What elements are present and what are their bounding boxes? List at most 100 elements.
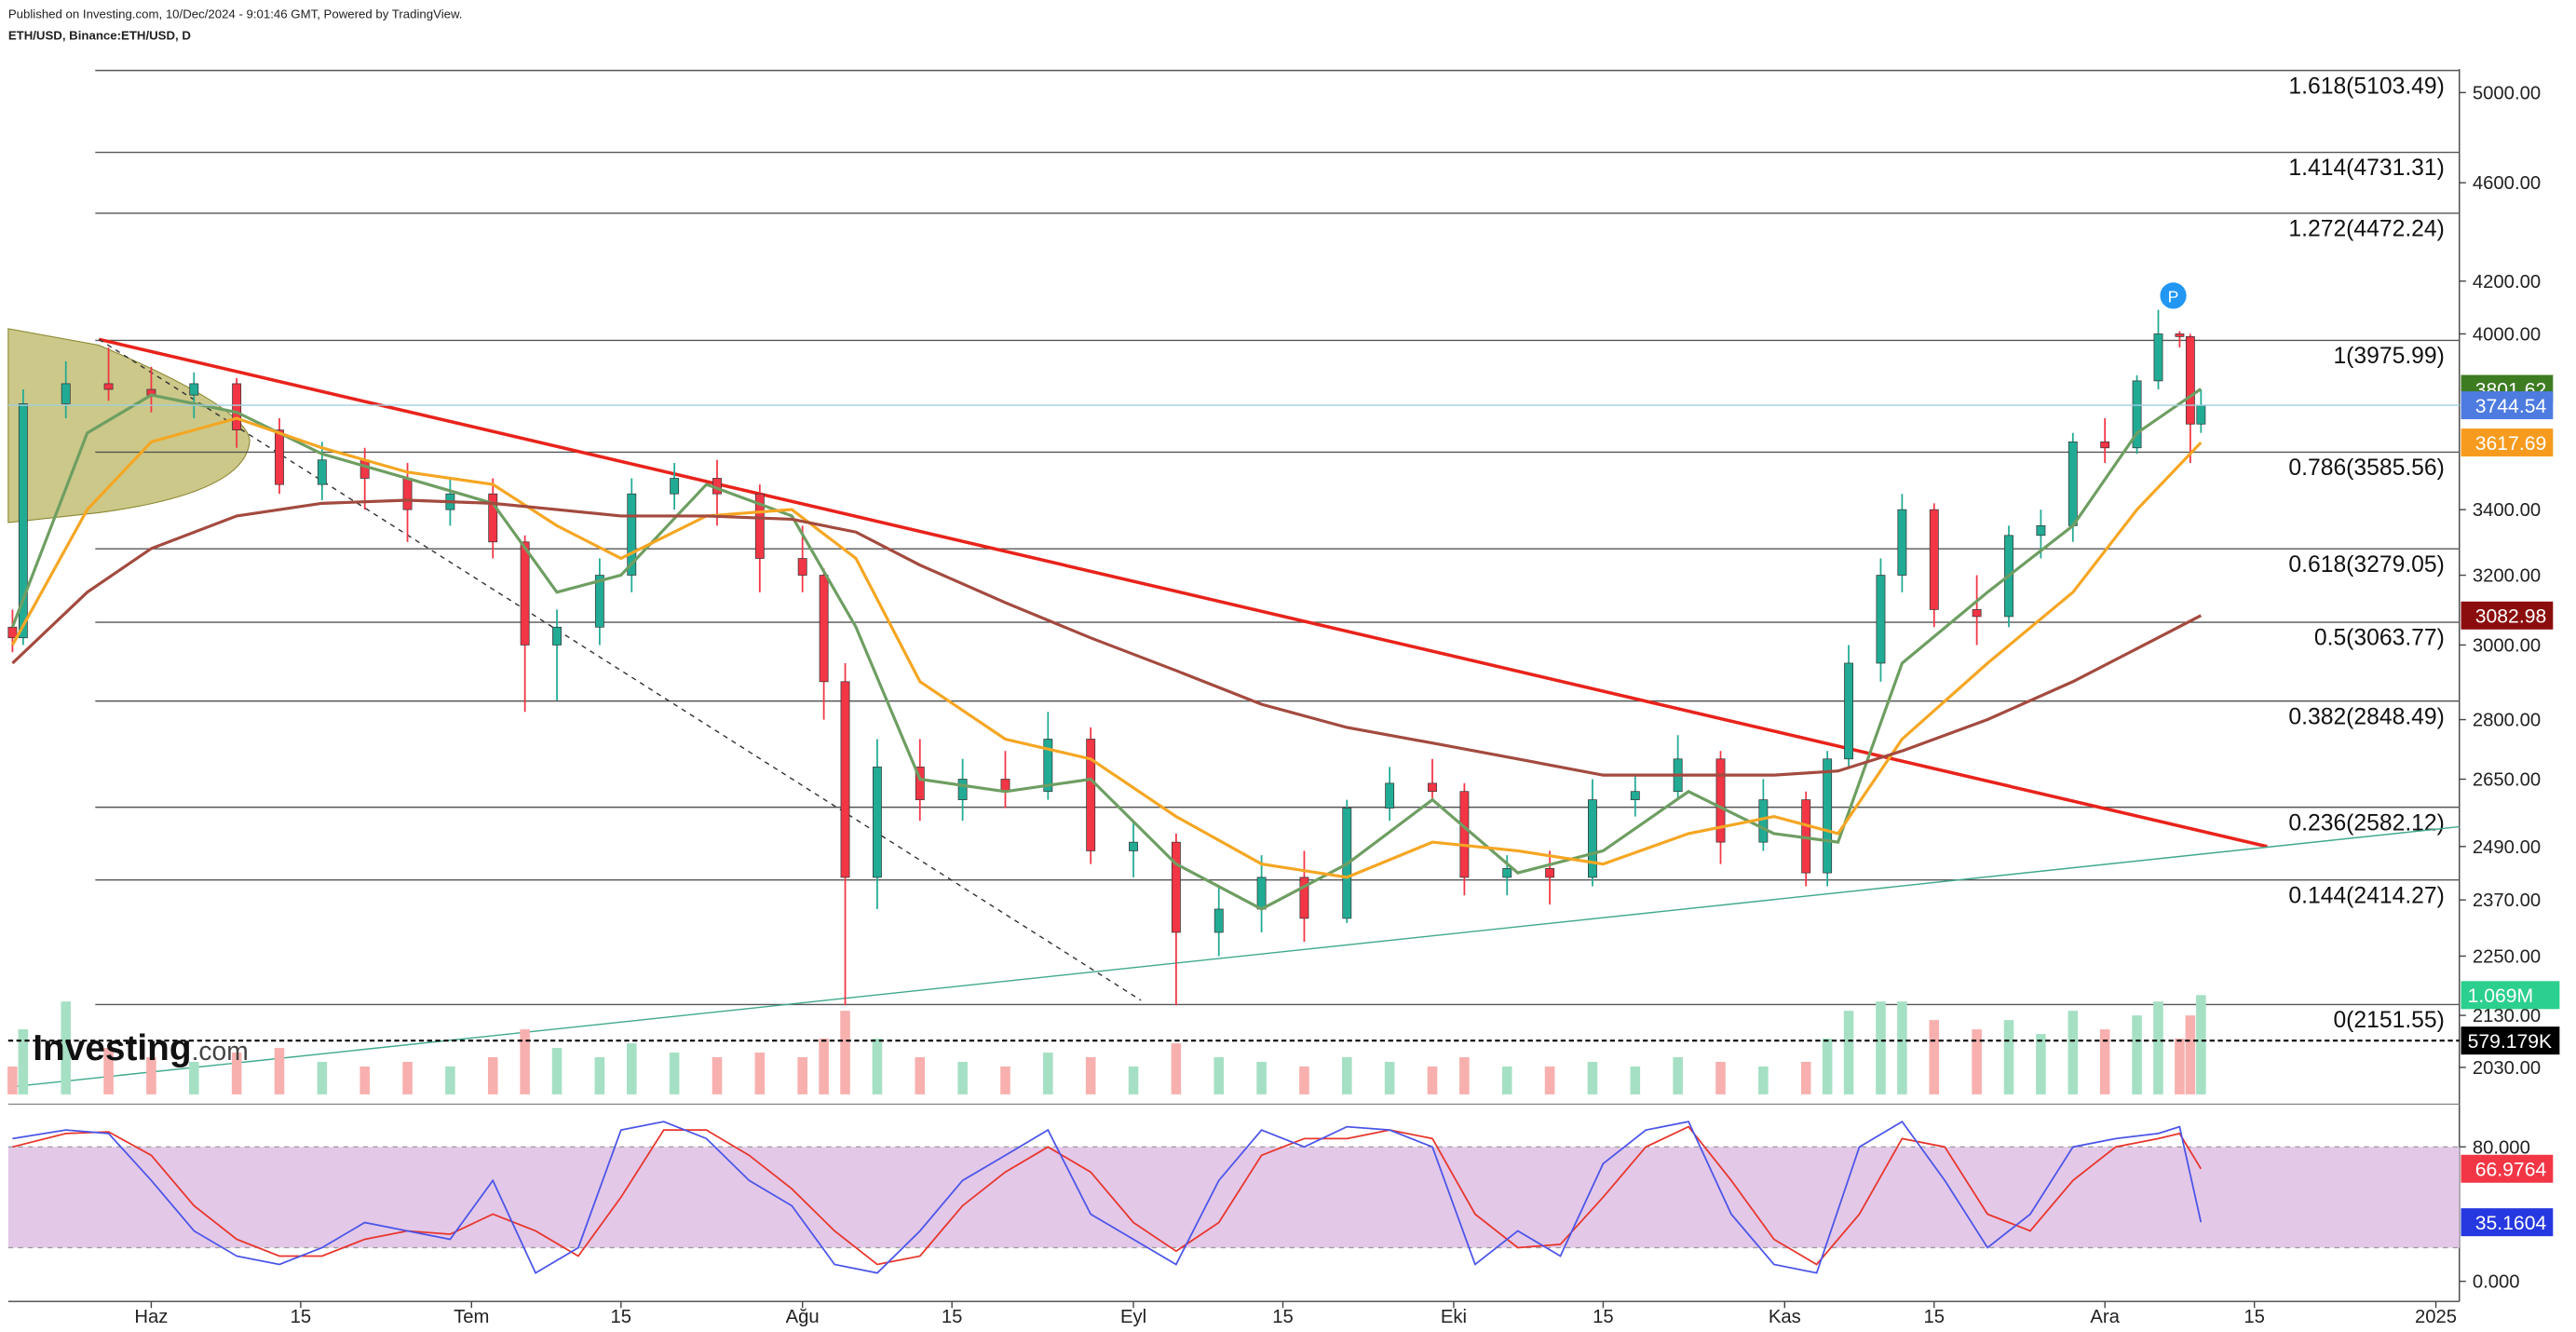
candle-body: [1086, 739, 1096, 851]
fib-label: 1.414(4731.31): [2288, 156, 2444, 181]
candle-body: [2185, 336, 2195, 425]
volume-bar: [1459, 1057, 1470, 1094]
pattern-shape: [7, 328, 251, 523]
y-tick-label: 3000.00: [2473, 636, 2541, 657]
volume-bar: [1897, 1001, 1907, 1094]
volume-bar: [819, 1039, 829, 1094]
volume-bar: [626, 1043, 637, 1094]
volume-bar: [2196, 995, 2206, 1094]
candle-body: [520, 541, 530, 646]
volume-bar: [1843, 1011, 1854, 1094]
price-badge: [2461, 601, 2554, 630]
volume-bar: [1085, 1057, 1096, 1094]
volume-bar: [2099, 1029, 2110, 1094]
volume-bar: [840, 1011, 850, 1094]
stochastic-badge: [2461, 1154, 2554, 1183]
trendline: [98, 338, 1142, 1001]
volume-bar: [7, 1066, 18, 1094]
x-tick-label: 15: [1272, 1307, 1294, 1327]
stochastic-badge-label: 35.1604: [2475, 1213, 2547, 1234]
candle-body: [1171, 841, 1181, 933]
y-tick-label: 5000.00: [2473, 83, 2541, 103]
fib-label: 0.786(3585.56): [2288, 455, 2444, 481]
volume-bar: [754, 1053, 766, 1094]
volume-bar: [957, 1061, 968, 1094]
y-tick-label: 2130.00: [2473, 1006, 2541, 1026]
volume-bar: [1256, 1061, 1267, 1094]
volume-bar: [317, 1061, 328, 1094]
trendline: [12, 825, 2460, 1088]
volume-bar: [1715, 1061, 1726, 1094]
price-badge: [2461, 428, 2554, 457]
candle-body: [1428, 782, 1437, 793]
candle-body: [2196, 404, 2206, 425]
y-tick-label: 2490.00: [2473, 837, 2541, 858]
volume-badge: [2461, 981, 2560, 1010]
candle-body: [1588, 799, 1597, 878]
candle-body: [1459, 791, 1470, 878]
watermark-suffix: .com: [192, 1036, 249, 1066]
x-tick-label: Eki: [1441, 1307, 1467, 1327]
candle-body: [594, 575, 604, 628]
candle-body: [2175, 333, 2185, 337]
x-tick-label: Ağu: [786, 1307, 820, 1327]
volume-bar: [359, 1066, 370, 1094]
volume-bar: [797, 1057, 807, 1094]
candle-body: [957, 779, 968, 800]
fib-label: 1.618(5103.49): [2288, 74, 2444, 99]
candle-body: [1213, 908, 1224, 933]
candle-body: [1299, 877, 1309, 919]
volume-bar: [915, 1057, 926, 1094]
y-tick-label: 4600.00: [2473, 173, 2541, 194]
volume-bar: [551, 1048, 563, 1094]
volume-bar: [61, 1001, 72, 1094]
candle-body: [872, 767, 882, 878]
candle-body: [2132, 380, 2142, 449]
candle-body: [797, 558, 807, 576]
candle-body: [1129, 841, 1138, 851]
signal-marker: [2160, 282, 2187, 309]
volume-bar: [594, 1057, 605, 1094]
volume-bar: [103, 1048, 114, 1094]
x-tick-label: 15: [2244, 1307, 2265, 1327]
volume-bar: [445, 1066, 455, 1094]
candle-body: [1385, 782, 1395, 809]
volume-bar: [2003, 1020, 2014, 1094]
candle-body: [1043, 739, 1053, 793]
fib-label: 0.618(3279.05): [2288, 552, 2444, 578]
y-tick-label: 4200.00: [2473, 272, 2541, 292]
candle-body: [2100, 442, 2110, 449]
x-tick-label: Tem: [454, 1307, 489, 1327]
volume-bar: [1043, 1053, 1053, 1094]
fib-label: 0.236(2582.12): [2288, 810, 2444, 836]
volume-bar: [1544, 1066, 1555, 1094]
volume-bar: [1128, 1066, 1139, 1094]
trendline: [98, 337, 2268, 849]
volume-badge-label: 1.069M: [2468, 985, 2534, 1007]
volume-bar: [712, 1057, 723, 1094]
candle-body: [232, 383, 242, 430]
volume-bar: [1299, 1066, 1309, 1094]
x-tick-label: Ara: [2090, 1307, 2120, 1327]
moving-average: [11, 498, 2203, 777]
x-tick-label: 15: [942, 1307, 963, 1327]
price-badge-label: 3617.69: [2475, 433, 2546, 455]
volume-badge: [2461, 1026, 2560, 1055]
candle-body: [61, 383, 71, 404]
candle-body: [2036, 524, 2046, 537]
volume-bar: [1587, 1061, 1598, 1094]
volume-bar: [669, 1053, 680, 1094]
candle-body: [670, 478, 680, 495]
fib-label: 0(2151.55): [2333, 1008, 2444, 1033]
candle-body: [1502, 867, 1512, 878]
fib-label: 0.5(3063.77): [2314, 626, 2445, 651]
volume-bar: [1673, 1057, 1683, 1094]
volume-bar: [2068, 1011, 2079, 1094]
fib-label: 0.144(2414.27): [2288, 883, 2444, 908]
x-tick-label: 15: [611, 1307, 632, 1327]
volume-bar: [1501, 1066, 1512, 1094]
y-tick-label: 4000.00: [2473, 325, 2541, 346]
fib-label: 1.272(4472.24): [2288, 217, 2444, 242]
